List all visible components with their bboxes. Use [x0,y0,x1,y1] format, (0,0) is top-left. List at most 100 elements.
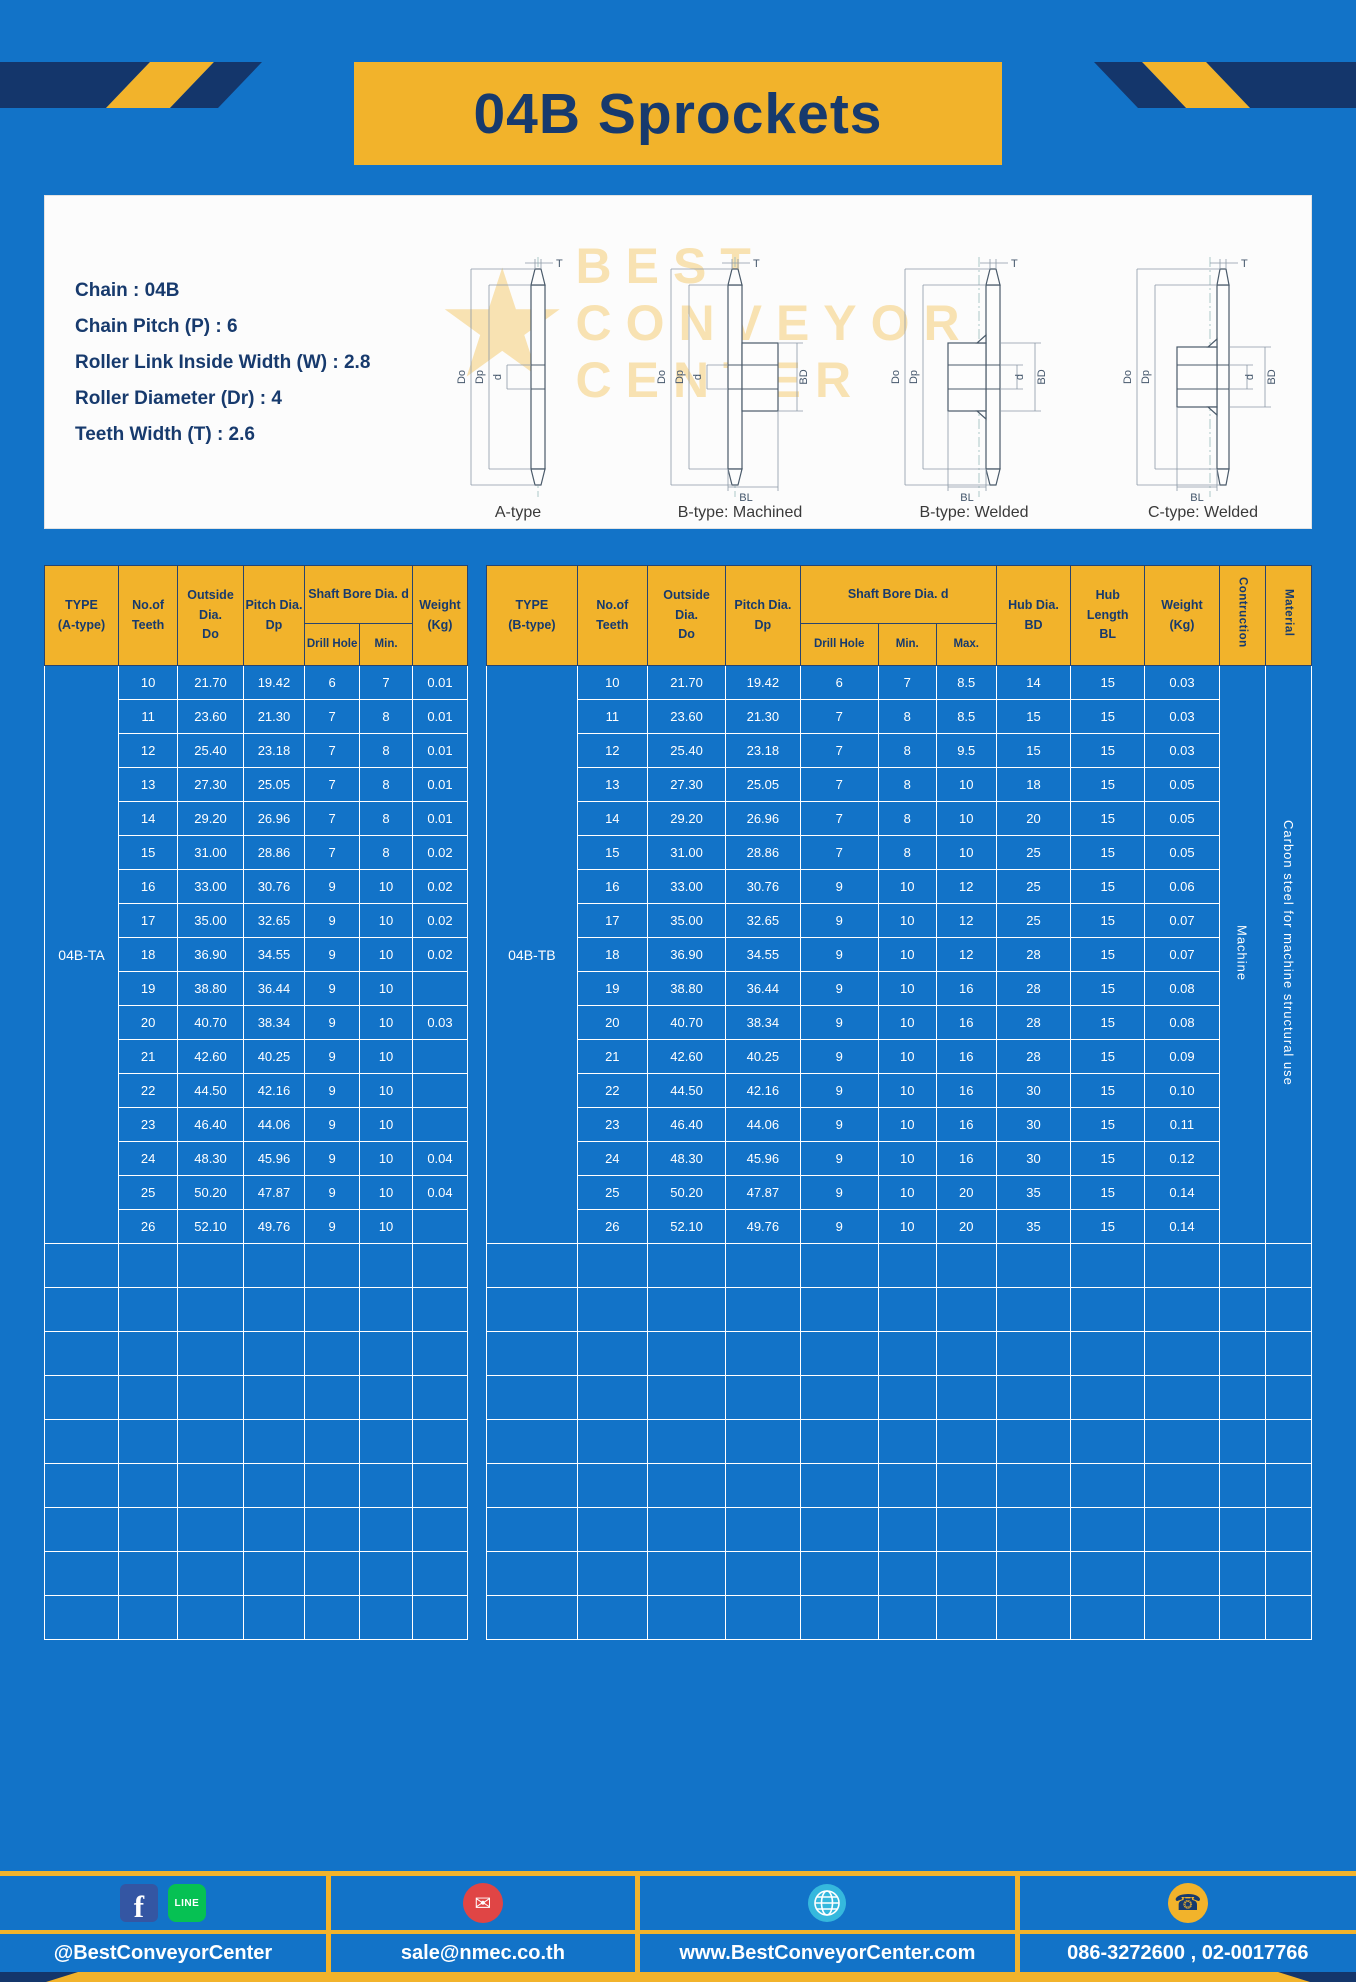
empty-cell [1144,1551,1220,1596]
data-cell: 20 [935,1175,997,1210]
empty-cell [359,1331,413,1376]
empty-cell [646,1551,727,1596]
dim-label-d: d [1014,374,1026,380]
spec-tables: TYPE (A-type) No.of Teeth Outside Dia. D… [43,565,1313,1640]
data-cell: 50.20 [646,1175,727,1210]
empty-cell [1070,1419,1146,1464]
data-cell: 38.34 [242,1005,306,1040]
empty-cell [242,1595,306,1640]
table-row: 20 40.70 38.34 9 10 0.03 [45,1005,469,1040]
empty-cell [411,1375,469,1420]
empty-cell [877,1287,937,1332]
empty-cell [725,1463,801,1508]
table-row: 23 46.40 44.06 9 10 [45,1107,469,1142]
data-cell: 19.42 [242,665,306,700]
data-cell: 45.96 [725,1141,801,1176]
sprocket-diagrams: T Do Dp d A-type [431,204,1297,522]
empty-cell [725,1287,801,1332]
data-cell: 0.10 [1144,1073,1220,1108]
data-cell: 9.5 [935,733,997,768]
a-type-drawing: T Do Dp d [456,257,563,497]
data-cell: 20 [118,1005,179,1040]
data-cell: 42.16 [242,1073,306,1108]
empty-cell [725,1595,801,1640]
empty-cell [411,1507,469,1552]
empty-row [486,1419,1313,1464]
empty-cell [359,1551,413,1596]
table-row: 04B-TB 10 21.70 19.42 6 7 8.5 14 15 0.03 Machine Ca… [486,665,1313,1244]
footer-text-row: @BestConveyorCenter sale@nmec.co.th www.… [0,1934,1356,1972]
empty-cell [304,1287,361,1332]
empty-cell [935,1287,997,1332]
empty-cell [486,1375,578,1420]
data-cell: 21.30 [242,699,306,734]
data-cell: 7 [799,699,879,734]
empty-cell [486,1463,578,1508]
data-cell: 36.44 [725,971,801,1006]
empty-cell [877,1551,937,1596]
empty-row [486,1551,1313,1596]
header-outside-dia: Outside Dia. Do [646,565,727,666]
data-cell: 0.02 [411,937,469,972]
data-cell: 10 [359,1175,413,1210]
spec-chain: Chain : 04B [75,280,180,301]
empty-cell [995,1419,1072,1464]
empty-cell [1264,1595,1313,1640]
empty-cell [995,1463,1072,1508]
dim-label-t: T [556,258,563,270]
data-cell: 0.11 [1144,1107,1220,1142]
table-row: 24 48.30 45.96 9 10 16 30 15 0.12 [487,1141,1312,1176]
empty-cell [1218,1375,1266,1420]
data-cell: 19.42 [725,665,801,700]
data-cell: 31.00 [177,835,244,870]
data-cell: 10 [359,1141,413,1176]
data-cell: 31.00 [646,835,727,870]
empty-cell [359,1287,413,1332]
data-cell: 15 [1070,903,1146,938]
empty-cell [411,1287,469,1332]
data-cell: 23.18 [242,733,306,768]
table-a-body: 04B-TA 10 21.70 19.42 6 7 0.01 11 23.60 21.30 7 8 0.… [43,665,469,1640]
empty-cell [1218,1551,1266,1596]
table-row: 19 38.80 36.44 9 10 [45,971,469,1006]
empty-cell [304,1243,361,1288]
empty-cell [1218,1595,1266,1640]
data-cell: 44.06 [725,1107,801,1142]
data-cell: 38.34 [725,1005,801,1040]
data-cell: 9 [304,869,361,904]
empty-cell [576,1551,648,1596]
table-row: 11 23.60 21.30 7 8 8.5 15 15 0.03 [487,699,1312,734]
data-cell: 12 [935,903,997,938]
data-cell: 24 [118,1141,179,1176]
header-pitch-dia: Pitch Dia. Dp [725,565,801,666]
table-row: 22 44.50 42.16 9 10 16 30 15 0.10 [487,1073,1312,1108]
data-cell: 40.70 [646,1005,727,1040]
empty-cell [1144,1375,1220,1420]
empty-cell [118,1595,179,1640]
data-cell: 6 [304,665,361,700]
footer-email-icon-section: ✉ [331,1876,641,1930]
header-pitch-dia: Pitch Dia. Dp [242,565,306,666]
empty-cell [1218,1243,1266,1288]
empty-cell [177,1243,244,1288]
data-cell: 10 [359,971,413,1006]
data-cell: 7 [799,767,879,802]
data-cell: 13 [576,767,648,802]
data-cell: 0.02 [411,903,469,938]
empty-cell [576,1375,648,1420]
data-cell: 25 [576,1175,648,1210]
facebook-icon: f [119,1884,158,1922]
empty-cell [304,1595,361,1640]
data-cell: 21.30 [725,699,801,734]
data-cell: 10 [877,1039,937,1074]
data-cell: 0.14 [1144,1209,1220,1244]
empty-cell [43,1375,120,1420]
data-cell: 35.00 [177,903,244,938]
table-b-type: TYPE (B-type) No.of Teeth Outside Dia. D… [486,565,1313,1640]
dim-label-do: Do [656,370,668,384]
table-b-body: 04B-TB 10 21.70 19.42 6 7 8.5 14 15 0.03 Machine Ca… [486,665,1313,1640]
data-cell: 0.07 [1144,937,1220,972]
header-max: Max. [935,623,997,666]
empty-cell [646,1375,727,1420]
empty-cell [242,1331,306,1376]
